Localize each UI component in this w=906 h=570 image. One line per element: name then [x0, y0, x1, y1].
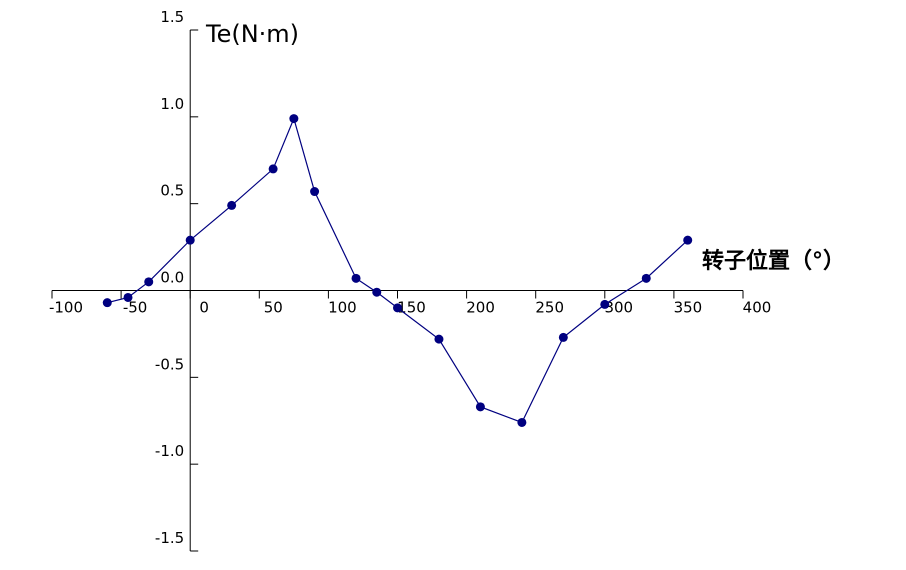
x-tick-label: 200	[466, 299, 495, 317]
x-tick-label: 350	[674, 299, 703, 317]
point	[372, 287, 382, 297]
point	[600, 299, 610, 309]
x-tick-label: 400	[743, 299, 772, 317]
x-tick-label: -50	[123, 299, 148, 317]
x-tick-label: 50	[264, 299, 283, 317]
point	[517, 417, 527, 427]
point	[185, 235, 195, 245]
x-tick-label: 150	[397, 299, 426, 317]
x-axis-title: 转子位置（°）	[702, 248, 845, 274]
y-tick-label: 1.0	[160, 95, 184, 113]
line	[107, 116, 689, 424]
point	[351, 273, 361, 283]
y-tick-label: -0.5	[155, 355, 184, 373]
y-tick-label: -1.0	[155, 442, 184, 460]
point	[434, 334, 444, 344]
point	[475, 402, 485, 412]
point	[102, 298, 112, 308]
y-tick-label: -1.5	[155, 529, 184, 547]
y-tick-label: 1.5	[160, 8, 184, 26]
y-tick-label: 0.5	[160, 182, 184, 200]
point	[393, 303, 402, 313]
x-tick-label: 250	[535, 299, 564, 317]
point	[641, 273, 651, 283]
x-tick-label: 100	[328, 299, 357, 317]
point	[289, 114, 299, 124]
point	[683, 235, 693, 245]
x-tick-label: 0	[199, 299, 209, 317]
y-axis-title: Te(N·m)	[205, 20, 299, 48]
x-tick-label: 300	[604, 299, 633, 317]
point	[123, 292, 133, 302]
point	[227, 200, 237, 210]
point	[144, 277, 154, 287]
point	[310, 187, 320, 197]
point	[558, 332, 568, 342]
x-tick-label: -100	[49, 299, 83, 317]
y-tick-label: 0.0	[160, 269, 184, 287]
point	[268, 164, 278, 174]
